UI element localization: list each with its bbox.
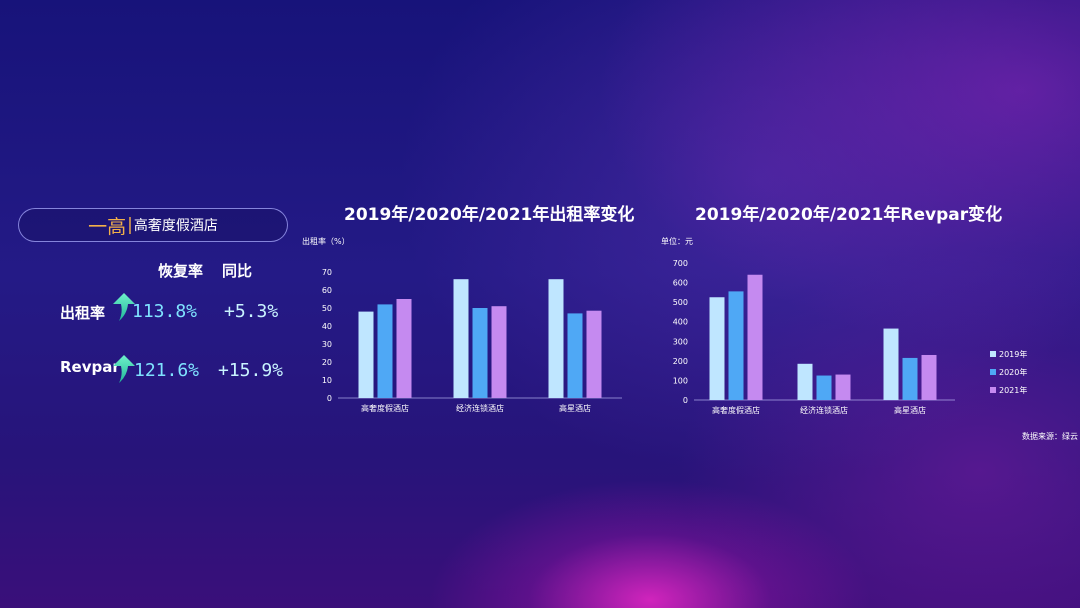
bar-2019年-高星酒店 <box>548 279 564 398</box>
y-tick-label: 60 <box>322 286 332 295</box>
y-tick-label: 300 <box>673 337 688 346</box>
bar-2019年-经济连锁酒店 <box>797 363 813 400</box>
pill-category-label: 高奢度假酒店 <box>133 218 218 234</box>
recovery-column-header: 恢复率 <box>158 262 204 280</box>
bar-2021年-高星酒店 <box>586 310 602 398</box>
revpar-label: Revpar <box>60 358 120 376</box>
y-tick-label: 700 <box>673 259 688 268</box>
bar-2020年-高星酒店 <box>902 357 918 400</box>
y-tick-label: 10 <box>322 376 332 385</box>
revpar-y-axis-label: 单位：元 <box>661 236 693 246</box>
bar-2021年-高奢度假酒店 <box>747 274 763 400</box>
occupancy-yoy-value: +5.3% <box>224 301 279 322</box>
revpar-chart: 单位：元 0 100 200 300 400 500 600 700 高奢度假酒店 经济连锁酒店 高… <box>661 236 955 415</box>
bar-2019年-高奢度假酒店 <box>709 297 725 400</box>
x-tick-label: 经济连锁酒店 <box>456 403 504 413</box>
revpar-yoy-value: +15.9% <box>218 360 284 381</box>
y-tick-label: 200 <box>673 357 688 366</box>
revpar-recovery-value: 121.6% <box>134 360 200 381</box>
legend-label: 2020年 <box>999 367 1027 377</box>
hotel-category-pill: 一高 | 高奢度假酒店 <box>18 208 288 242</box>
y-tick-label: 50 <box>322 304 332 313</box>
bar-2021年-高星酒店 <box>921 354 937 400</box>
y-tick-label: 20 <box>322 358 332 367</box>
bar-2019年-高奢度假酒店 <box>358 311 374 398</box>
bar-2019年-经济连锁酒店 <box>453 279 469 398</box>
bar-2020年-经济连锁酒店 <box>472 308 488 398</box>
legend-label: 2021年 <box>999 385 1027 395</box>
bar-2021年-经济连锁酒店 <box>491 306 507 398</box>
occupancy-chart-title: 2019年/2020年/2021年出租率变化 <box>344 205 635 225</box>
y-tick-label: 0 <box>683 396 688 405</box>
bar-2020年-高奢度假酒店 <box>728 291 744 400</box>
legend-swatch <box>990 387 996 393</box>
x-tick-label: 高星酒店 <box>559 403 591 413</box>
bar-2021年-经济连锁酒店 <box>835 374 851 400</box>
occupancy-recovery-value: 113.8% <box>132 301 198 322</box>
y-tick-label: 400 <box>673 318 688 327</box>
bar-2019年-高星酒店 <box>883 328 899 400</box>
x-tick-label: 高奢度假酒店 <box>361 403 409 413</box>
yoy-column-header: 同比 <box>222 262 253 280</box>
legend-label: 2019年 <box>999 349 1027 359</box>
x-tick-label: 高星酒店 <box>894 405 926 415</box>
data-source-note: 数据来源：绿云 <box>1022 432 1078 441</box>
y-tick-label: 70 <box>322 268 332 277</box>
pill-tag: 一高 <box>88 215 127 238</box>
up-arrow-icon <box>113 355 135 383</box>
y-tick-label: 500 <box>673 298 688 307</box>
x-tick-label: 高奢度假酒店 <box>712 405 760 415</box>
occupancy-chart: 出租率（%） 0 10 20 30 40 50 60 70 高奢度假酒店 经济连锁酒店 高星酒店 <box>302 236 622 413</box>
revpar-chart-title: 2019年/2020年/2021年Revpar变化 <box>695 205 1003 225</box>
legend-swatch <box>990 351 996 357</box>
y-tick-label: 0 <box>327 394 332 403</box>
pill-separator: | <box>127 215 133 235</box>
bar-2020年-高星酒店 <box>567 313 583 398</box>
legend-swatch <box>990 369 996 375</box>
bar-2020年-经济连锁酒店 <box>816 375 832 400</box>
up-arrow-icon <box>113 293 135 321</box>
occupancy-y-axis-label: 出租率（%） <box>302 236 350 246</box>
y-tick-label: 100 <box>673 376 688 385</box>
y-tick-label: 30 <box>322 340 332 349</box>
y-tick-label: 600 <box>673 279 688 288</box>
bar-2021年-高奢度假酒店 <box>396 299 412 398</box>
chart-legend: 2019年 2020年 2021年 <box>990 349 1027 395</box>
y-tick-label: 40 <box>322 322 332 331</box>
bar-2020年-高奢度假酒店 <box>377 304 393 398</box>
x-tick-label: 经济连锁酒店 <box>800 405 848 415</box>
occupancy-label: 出租率 <box>60 304 106 322</box>
